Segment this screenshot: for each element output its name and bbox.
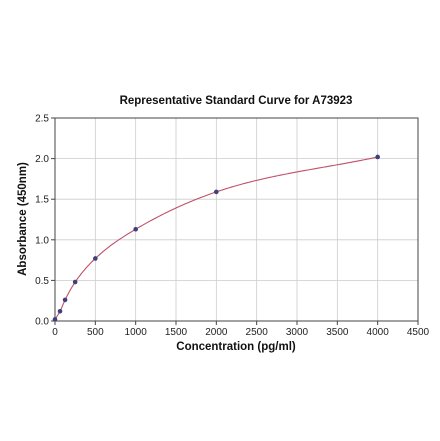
data-point [375, 154, 380, 160]
y-tick-label: 1.5 [35, 195, 49, 206]
chart-title: Representative Standard Curve for A73923 [120, 95, 353, 107]
x-tick-label: 500 [87, 327, 104, 338]
y-tick-label: 0.0 [35, 317, 49, 328]
y-tick-label: 1.0 [35, 235, 49, 246]
data-point [52, 317, 58, 322]
x-tick-label: 3500 [326, 327, 349, 338]
y-tick-label: 2.5 [35, 114, 49, 125]
data-point [62, 297, 68, 303]
plot-frame [54, 117, 419, 322]
data-points [52, 154, 380, 322]
x-tick-label: 4000 [367, 327, 390, 338]
x-tick-label: 2000 [205, 327, 228, 338]
y-tick-label: 2.0 [35, 154, 49, 165]
x-tick-label: 1500 [165, 327, 188, 338]
x-tick-label: 1000 [125, 327, 148, 338]
data-point [93, 256, 98, 261]
data-point [214, 189, 219, 195]
y-axis-label: Absorbance (450nm) [17, 162, 29, 276]
axis-ticks: 0 500 1000 1500 2000 2500 3000 3500 4000 4500 0.0 0… [35, 114, 429, 339]
x-tick-label: 2500 [246, 327, 269, 338]
x-tick-label: 3000 [286, 327, 309, 338]
y-tick-label: 0.5 [35, 276, 49, 287]
data-point [57, 308, 63, 314]
grid-lines [54, 117, 419, 322]
x-tick-label: 0 [52, 327, 58, 338]
x-axis-label: Concentration (pg/ml) [176, 341, 296, 353]
data-point [133, 226, 138, 232]
x-tick-label: 4500 [407, 327, 430, 338]
data-point [72, 279, 78, 285]
